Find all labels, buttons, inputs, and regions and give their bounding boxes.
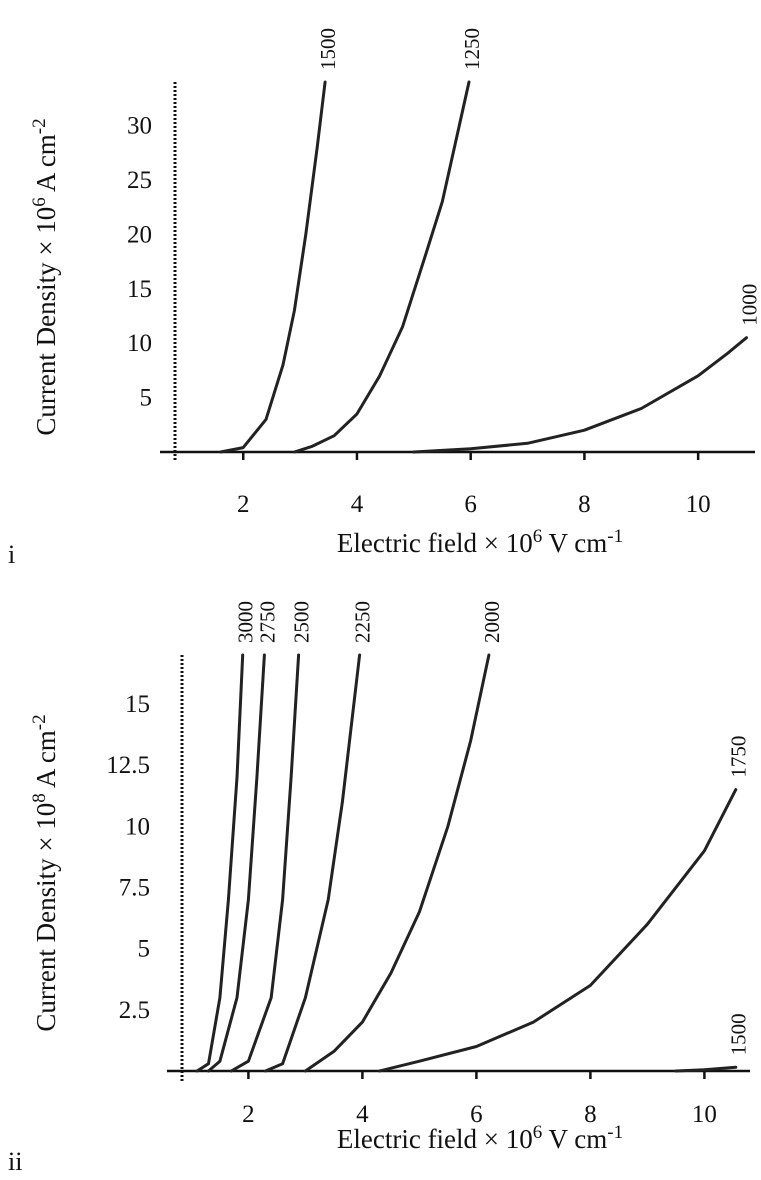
- panel-label: ii: [8, 1147, 22, 1176]
- x-tick-label: 10: [686, 491, 711, 518]
- series-line-3000: [195, 653, 245, 1073]
- series-line-1750: [378, 788, 738, 1073]
- series-label-1250: 1250: [460, 28, 484, 70]
- x-tick-label: 2: [237, 491, 250, 518]
- series-label-1000: 1000: [737, 284, 761, 326]
- series-label-2750: 2750: [255, 601, 279, 643]
- x-tick-label: 4: [351, 491, 364, 518]
- series-line-2000: [303, 653, 491, 1073]
- y-axis-title: Current Density × 108 A cm-2: [29, 714, 61, 1031]
- series-label-1500: 1500: [727, 1013, 751, 1055]
- y-tick-label: 25: [127, 167, 152, 194]
- series-line-2500: [229, 653, 301, 1073]
- x-tick-label: 8: [578, 491, 591, 518]
- x-tick-label: 2: [242, 1101, 255, 1128]
- y-tick-label: 10: [127, 330, 152, 357]
- y-tick-label: 5: [140, 385, 153, 412]
- y-tick-label: 7.5: [119, 874, 150, 901]
- series-label-1500: 1500: [316, 28, 340, 70]
- x-tick-label: 6: [470, 1101, 483, 1128]
- y-tick-label: 15: [125, 691, 150, 718]
- series-label-2000: 2000: [480, 601, 504, 643]
- series-label-3000: 3000: [234, 601, 258, 643]
- chart-panel-ii: 2 4 6 8 10 2.5 5 7.5 10 12.5 15 Electric field × 10…: [8, 601, 751, 1176]
- y-tick-label: 10: [125, 813, 150, 840]
- x-tick-label: 4: [356, 1101, 369, 1128]
- y-tick-label: 30: [127, 113, 152, 140]
- chart-panel-i: 2 4 6 8 10 5 10 15 20 25 30 Electric field × 106 V …: [8, 28, 761, 569]
- y-tick-label: 20: [127, 221, 152, 248]
- series-line-2750: [207, 653, 266, 1073]
- series-label-1750: 1750: [727, 736, 751, 778]
- y-tick-label: 2.5: [119, 997, 150, 1024]
- x-tick-label: 8: [584, 1101, 597, 1128]
- y-axis-title: Current Density × 106 A cm-2: [29, 118, 61, 435]
- series-label-2250: 2250: [351, 601, 375, 643]
- series-label-2500: 2500: [290, 601, 314, 643]
- x-axis-title: Electric field × 106 V cm-1: [337, 1122, 623, 1154]
- x-tick-label: 6: [464, 491, 477, 518]
- y-tick-label: 15: [127, 276, 152, 303]
- y-tick-label: 12.5: [106, 752, 150, 779]
- series-line-1250: [292, 80, 471, 454]
- y-tick-label: 5: [138, 936, 151, 963]
- series-line-1500: [219, 80, 327, 454]
- series-line-2250: [264, 653, 362, 1073]
- series-line-1500: [674, 1065, 738, 1073]
- x-tick-label: 10: [692, 1101, 717, 1128]
- panel-label: i: [8, 540, 15, 569]
- x-axis-title: Electric field × 106 V cm-1: [337, 526, 623, 558]
- series-line-1000: [412, 336, 748, 454]
